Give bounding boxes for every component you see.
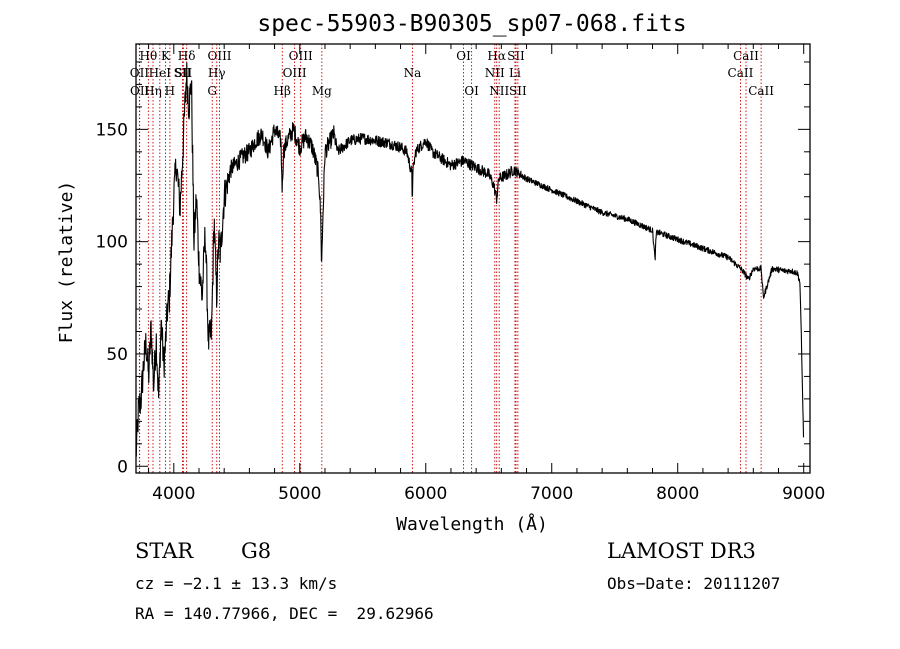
x-tick-label: 4000: [152, 484, 195, 504]
x-tick-label: 7000: [530, 484, 573, 504]
y-axis-label: Flux (relative): [56, 181, 77, 344]
line-marker-label: SII: [507, 49, 525, 63]
object-subclass: G8: [241, 539, 272, 563]
line-marker-label: OIII: [207, 49, 231, 63]
line-marker-label: OIII: [283, 66, 307, 80]
line-marker-label: OII: [130, 84, 150, 98]
x-tick-label: 5000: [278, 484, 321, 504]
axis-ticks: 4000 5000 6000 7000 8000 9000 0 50 100 150: [96, 44, 825, 504]
coordinates: RA = 140.77966, DEC = 29.62966: [135, 604, 434, 623]
line-marker-label: Mg: [312, 84, 332, 98]
line-marker-label: K: [161, 49, 171, 63]
line-marker-label: SII: [509, 84, 527, 98]
line-marker-label: Na: [404, 66, 422, 80]
line-marker-label: CaII: [728, 66, 754, 80]
y-tick-label: 50: [106, 345, 128, 365]
y-tick-label: 100: [96, 233, 128, 253]
x-tick-label: 6000: [404, 484, 447, 504]
line-marker-label: Hγ: [208, 66, 226, 80]
line-marker-label: Hα: [487, 49, 506, 63]
x-tick-label: 8000: [656, 484, 699, 504]
object-class: STAR: [135, 539, 194, 563]
line-marker-label: NII: [489, 84, 509, 98]
y-tick-label: 150: [96, 120, 128, 140]
line-marker-label: OIII: [289, 49, 313, 63]
line-marker-label: H: [165, 84, 175, 98]
line-marker-label: Hθ: [139, 49, 157, 63]
observation-date: Obs−Date: 20111207: [607, 574, 781, 593]
y-tick-label: 0: [117, 457, 128, 477]
line-marker-label: Hβ: [274, 84, 291, 98]
line-marker-label: OI: [456, 49, 471, 63]
line-marker-label: HeI: [149, 66, 172, 80]
line-marker-label: Li: [509, 66, 521, 80]
survey-name: LAMOST DR3: [607, 539, 756, 563]
plot-frame: [135, 43, 811, 474]
spectrum-line: [135, 62, 805, 457]
line-marker-label: SII: [175, 66, 193, 80]
line-marker-label: CaII: [748, 84, 774, 98]
line-marker-label: NII: [485, 66, 505, 80]
x-axis-label: Wavelength (Å): [396, 513, 548, 535]
x-tick-label: 9000: [782, 484, 825, 504]
line-marker-label: Hδ: [178, 49, 196, 63]
line-marker-label: CaII: [733, 49, 759, 63]
line-marker-label: Hη: [144, 84, 162, 98]
redshift-velocity: cz = −2.1 ± 13.3 km/s: [135, 574, 338, 593]
line-marker-label: G: [207, 84, 217, 98]
line-marker-label: OI: [464, 84, 479, 98]
chart-title: spec-55903-B90305_sp07-068.fits: [257, 11, 686, 37]
